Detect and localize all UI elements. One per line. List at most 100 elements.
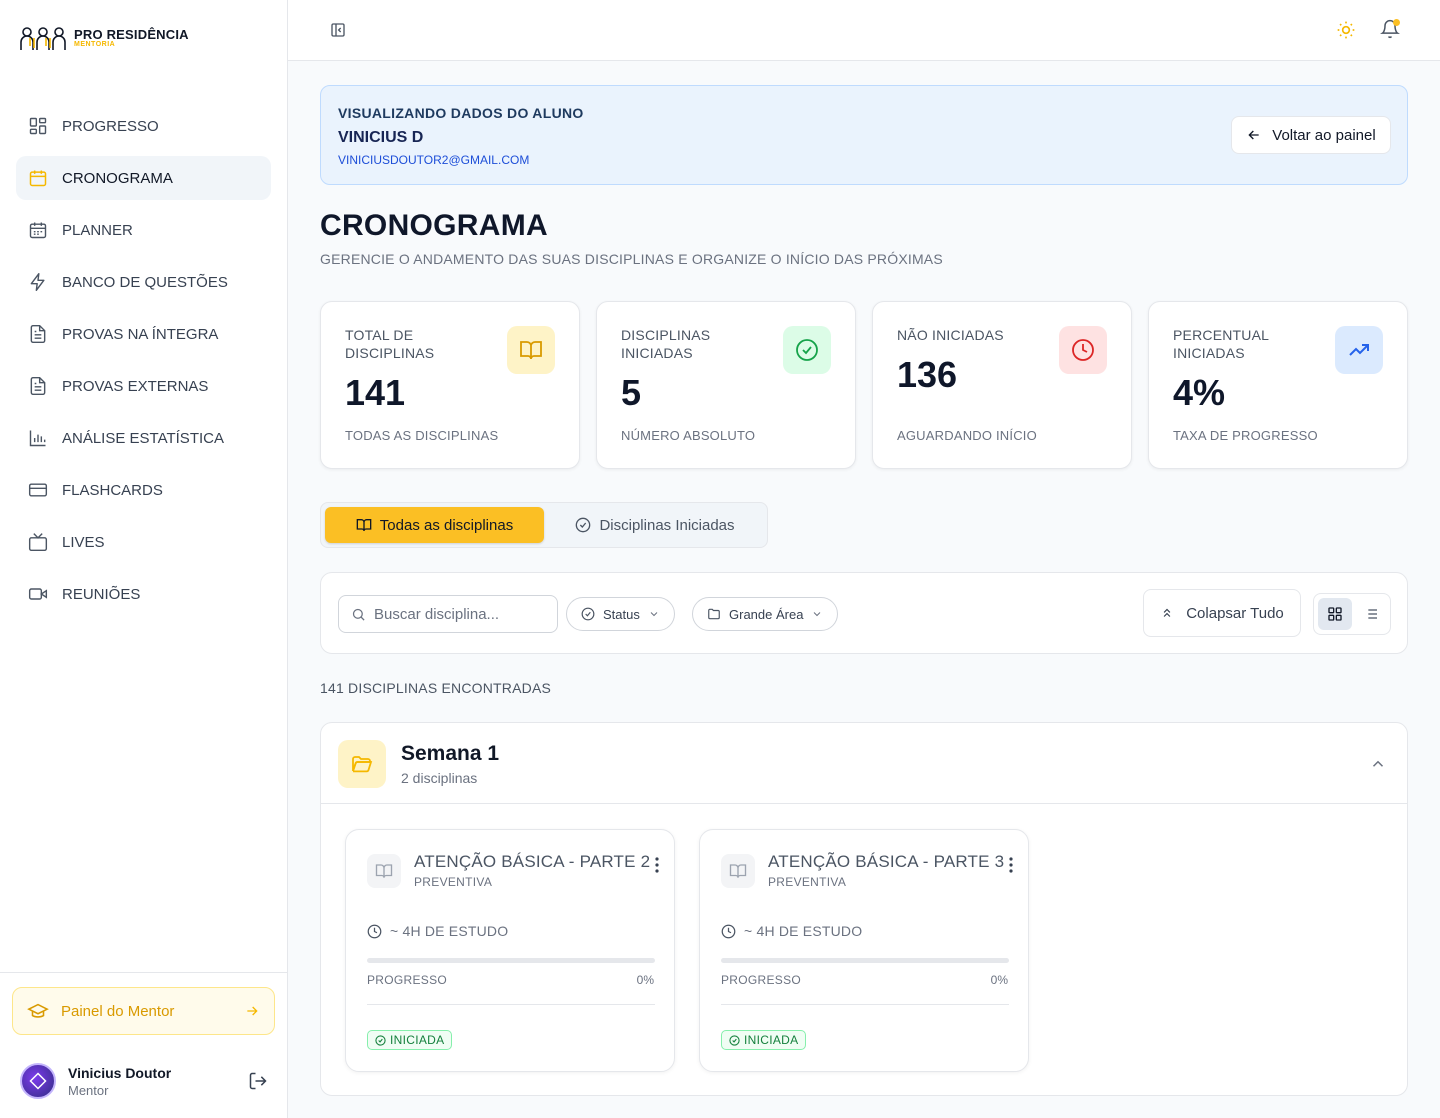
video-icon [28, 588, 48, 600]
tab-started-disciplines[interactable]: Disciplinas Iniciadas [547, 507, 763, 543]
sidebar-item-label: BANCO DE QUESTÕES [62, 273, 228, 291]
sidebar: PRO RESIDÊNCIA MENTORIA PROGRESSO CRONOG… [0, 0, 288, 1118]
collapse-all-button[interactable]: Colapsar Tudo [1143, 589, 1301, 637]
bell-icon[interactable] [1380, 19, 1400, 39]
week-group: Semana 1 2 disciplinas ATENÇÃO BÁSICA - … [320, 722, 1408, 1096]
logo-people-icon [20, 27, 66, 50]
week-title: Semana 1 [401, 742, 500, 765]
area-filter[interactable]: Grande Área [692, 597, 839, 631]
stat-label: TOTAL DE DISCIPLINAS [345, 327, 435, 361]
card-title: ATENÇÃO BÁSICA - PARTE 3 [768, 852, 1005, 871]
check-circle-icon [729, 1034, 740, 1046]
chevron-up-icon[interactable] [1369, 755, 1387, 773]
more-vertical-icon[interactable] [1006, 856, 1016, 874]
document-icon [30, 324, 46, 344]
tab-bar: Todas as disciplinas Disciplinas Iniciad… [320, 502, 768, 548]
grid-icon [29, 117, 47, 135]
stat-card-started: DISCIPLINAS INICIADAS 5 NÚMERO ABSOLUTO [596, 301, 856, 469]
tab-label: Disciplinas Iniciadas [599, 516, 735, 534]
book-icon [729, 864, 747, 878]
sun-icon[interactable] [1336, 20, 1356, 40]
status-badge: INICIADA [721, 1030, 807, 1050]
study-hours-label: ~ 4H DE ESTUDO [744, 923, 863, 939]
bar-chart-icon [29, 430, 46, 447]
banner-label: VISUALIZANDO DADOS DO ALUNO [338, 105, 584, 121]
sidebar-item-provas-na-integra[interactable]: PROVAS NA ÍNTEGRA [16, 312, 271, 356]
sidebar-item-label: REUNIÕES [62, 585, 141, 603]
tab-all-disciplines[interactable]: Todas as disciplinas [325, 507, 544, 543]
back-to-panel-button[interactable]: Voltar ao painel [1231, 116, 1391, 154]
filter-bar: Status Grande Área Colapsar Tudo [320, 572, 1408, 654]
chevron-down-icon [814, 612, 821, 617]
sidebar-nav: PROGRESSO CRONOGRAMA PLANNER BANCO DE QU… [16, 104, 271, 624]
book-icon [356, 519, 372, 532]
status-badge-label: INICIADA [390, 1033, 445, 1047]
student-email: VINICIUSDOUTOR2@GMAIL.COM [338, 153, 530, 167]
clock-icon [1072, 339, 1094, 361]
search-box[interactable] [338, 595, 558, 633]
search-input[interactable] [374, 605, 544, 623]
card-area: PREVENTIVA [414, 875, 493, 889]
book-icon [520, 341, 542, 360]
sidebar-item-planner[interactable]: PLANNER [16, 208, 271, 252]
grid-icon [1328, 607, 1342, 621]
stat-value: 5 [621, 372, 642, 413]
stat-foot: NÚMERO ABSOLUTO [621, 428, 756, 443]
sidebar-item-analise-estatistica[interactable]: ANÁLISE ESTATÍSTICA [16, 416, 271, 460]
more-vertical-icon[interactable] [652, 856, 662, 874]
status-badge-label: INICIADA [744, 1033, 799, 1047]
check-circle-icon [796, 339, 818, 361]
mentor-panel-button[interactable]: Painel do Mentor [12, 987, 275, 1035]
student-name: VINICIUS D [338, 129, 424, 146]
calendar-icon [29, 170, 47, 187]
logo[interactable]: PRO RESIDÊNCIA MENTORIA [20, 26, 189, 52]
brand-name: PRO RESIDÊNCIA [74, 27, 189, 42]
sidebar-item-flashcards[interactable]: FLASHCARDS [16, 468, 271, 512]
stat-value: 136 [897, 354, 958, 395]
stat-foot: AGUARDANDO INÍCIO [897, 428, 1037, 443]
discipline-card[interactable]: ATENÇÃO BÁSICA - PARTE 2 PREVENTIVA ~ 4H… [345, 829, 675, 1072]
stat-label: PERCENTUAL INICIADAS [1173, 327, 1269, 361]
area-filter-label: Grande Área [729, 606, 804, 622]
tab-label: Todas as disciplinas [379, 516, 514, 534]
stats-row: TOTAL DE DISCIPLINAS 141 TODAS AS DISCIP… [320, 301, 1408, 469]
clock-icon [721, 924, 736, 938]
document-icon [30, 376, 46, 396]
sidebar-item-lives[interactable]: LIVES [16, 520, 271, 564]
check-circle-icon [576, 517, 591, 533]
stat-foot: TODAS AS DISCIPLINAS [345, 428, 499, 443]
stat-icon-box [1059, 326, 1107, 374]
card-title: ATENÇÃO BÁSICA - PARTE 2 [414, 852, 651, 871]
check-circle-icon [375, 1034, 386, 1046]
notification-dot [1393, 19, 1400, 26]
user-name: Vinicius Doutor [68, 1064, 172, 1081]
topbar [288, 0, 1440, 61]
tv-icon [28, 533, 48, 552]
list-view-button[interactable] [1354, 598, 1388, 630]
sidebar-item-provas-externas[interactable]: PROVAS EXTERNAS [16, 364, 271, 408]
sidebar-item-banco-de-questoes[interactable]: BANCO DE QUESTÕES [16, 260, 271, 304]
user-profile[interactable]: Vinicius Doutor Mentor [20, 1063, 171, 1099]
list-icon [1365, 609, 1377, 619]
status-filter[interactable]: Status [566, 597, 675, 631]
student-banner: VISUALIZANDO DADOS DO ALUNO VINICIUS D V… [320, 85, 1408, 185]
back-label: Voltar ao painel [1272, 126, 1376, 144]
discipline-card[interactable]: ATENÇÃO BÁSICA - PARTE 3 PREVENTIVA ~ 4H… [699, 829, 1029, 1072]
week-header[interactable]: Semana 1 2 disciplinas [321, 723, 1407, 804]
sidebar-item-label: PROVAS NA ÍNTEGRA [62, 325, 219, 343]
sidebar-toggle-icon[interactable] [330, 22, 346, 38]
grid-view-button[interactable] [1318, 598, 1352, 630]
divider [721, 1004, 1009, 1005]
stat-value: 4% [1173, 372, 1226, 413]
logout-icon[interactable] [248, 1071, 268, 1091]
stat-label: NÃO INICIADAS [897, 327, 1004, 343]
brand-sub: MENTORIA [74, 41, 116, 48]
chevron-down-icon [650, 612, 658, 617]
sidebar-item-reunioes[interactable]: REUNIÕES [16, 572, 271, 616]
sidebar-item-label: LIVES [62, 533, 105, 551]
progress-bar [721, 958, 1009, 963]
sidebar-item-progresso[interactable]: PROGRESSO [16, 104, 271, 148]
card-icon [28, 483, 48, 497]
sidebar-item-label: PLANNER [62, 221, 133, 239]
sidebar-item-cronograma[interactable]: CRONOGRAMA [16, 156, 271, 200]
